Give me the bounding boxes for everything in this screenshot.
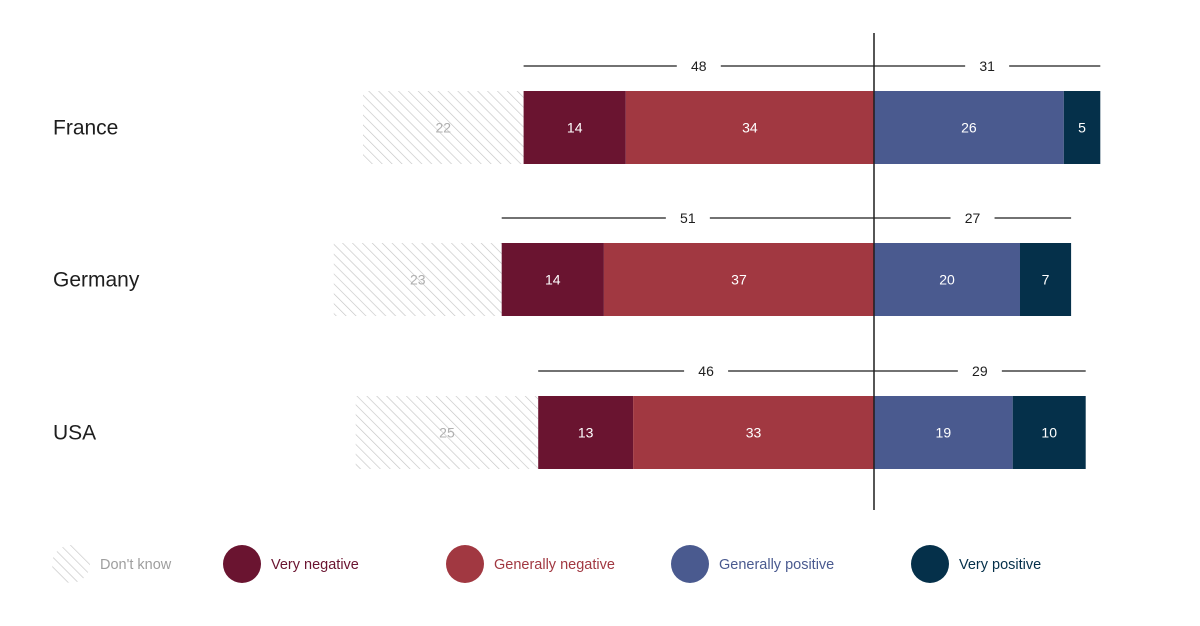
value-label-germany-generally-negative: 37: [731, 272, 747, 288]
value-label-france-generally-negative: 34: [742, 120, 758, 136]
value-label-france-generally-positive: 26: [961, 120, 977, 136]
bar-france-generally-positive: [874, 91, 1064, 164]
value-label-germany-very-negative: 14: [545, 272, 561, 288]
bar-germany-don-t-know: [333, 243, 502, 316]
legend-swatch-generally-positive: [671, 545, 709, 583]
legend-label-generally-negative: Generally negative: [494, 557, 615, 573]
bar-france-very-positive: [1063, 91, 1101, 164]
country-label-usa: USA: [53, 422, 96, 445]
legend-swatch-very-negative: [223, 545, 261, 583]
value-label-france-very-positive: 5: [1078, 120, 1086, 136]
bar-germany-generally-positive: [874, 243, 1020, 316]
value-label-usa-generally-positive: 19: [936, 425, 952, 441]
negative-total-germany: 51: [680, 210, 696, 226]
country-label-france: France: [53, 117, 118, 140]
value-label-usa-generally-negative: 33: [746, 425, 762, 441]
bar-usa-very-negative: [538, 396, 634, 469]
bar-usa-generally-negative: [633, 396, 874, 469]
legend-label-very-negative: Very negative: [271, 557, 359, 573]
positive-total-usa: 29: [972, 363, 988, 379]
value-label-germany-very-positive: 7: [1042, 272, 1050, 288]
bar-germany-very-negative: [501, 243, 604, 316]
negative-total-france: 48: [691, 58, 707, 74]
bar-usa-generally-positive: [874, 396, 1013, 469]
bar-france-don-t-know: [363, 91, 524, 164]
value-label-usa-don-t-know: 25: [439, 425, 455, 441]
legend-swatch-don-t-know: [52, 545, 90, 583]
bar-usa-don-t-know: [355, 396, 539, 469]
value-label-usa-very-negative: 13: [578, 425, 594, 441]
legend-label-generally-positive: Generally positive: [719, 557, 834, 573]
bar-usa-very-positive: [1012, 396, 1086, 469]
bar-france-very-negative: [523, 91, 626, 164]
legend-swatch-very-positive: [911, 545, 949, 583]
negative-total-usa: 46: [698, 363, 714, 379]
value-label-usa-very-positive: 10: [1041, 425, 1057, 441]
bar-germany-very-positive: [1020, 243, 1072, 316]
legend-swatch-generally-negative: [446, 545, 484, 583]
country-label-germany: Germany: [53, 269, 140, 292]
value-label-france-don-t-know: 22: [436, 120, 452, 136]
value-label-germany-don-t-know: 23: [410, 272, 426, 288]
value-label-germany-generally-positive: 20: [939, 272, 955, 288]
bar-france-generally-negative: [625, 91, 874, 164]
positive-total-france: 31: [979, 58, 995, 74]
legend-label-very-positive: Very positive: [959, 557, 1041, 573]
positive-total-germany: 27: [965, 210, 981, 226]
value-label-france-very-negative: 14: [567, 120, 583, 136]
legend-label-don-t-know: Don't know: [100, 557, 172, 573]
bar-germany-generally-negative: [603, 243, 874, 316]
